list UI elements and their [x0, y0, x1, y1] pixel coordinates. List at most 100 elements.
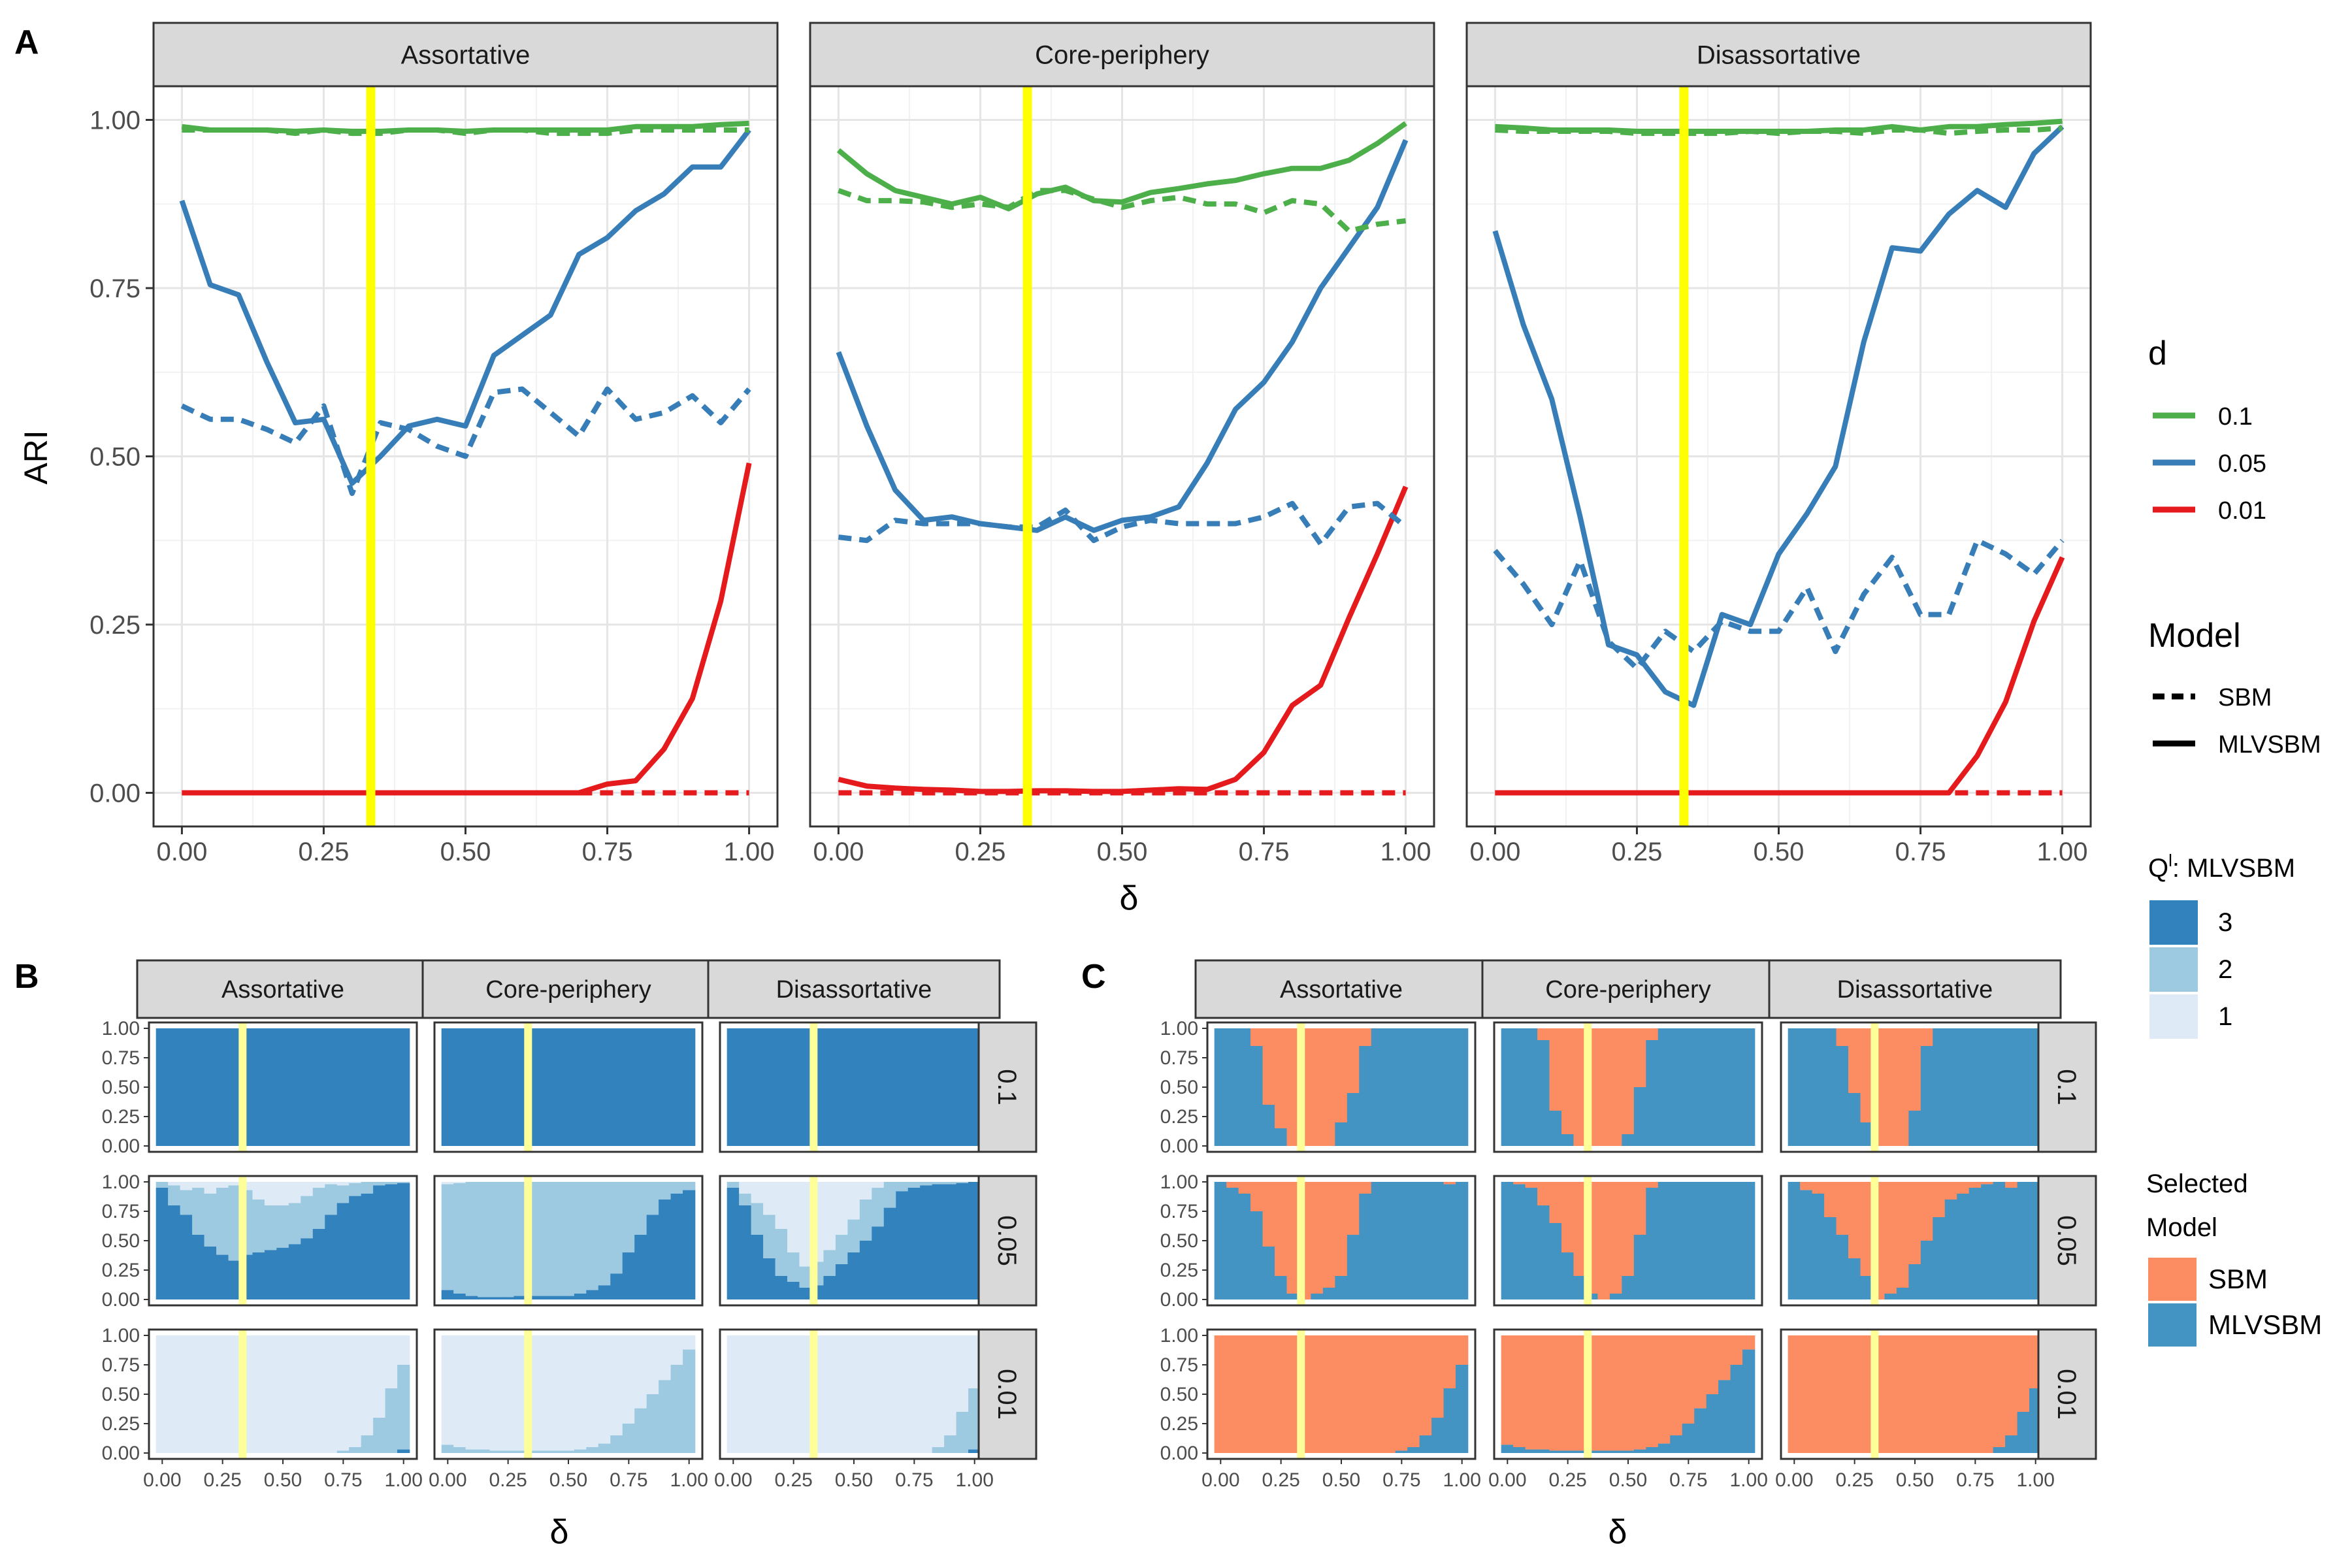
bar-sbm-core-periphery-d005	[1549, 1182, 1562, 1223]
bar-sbm-core-periphery-d001	[1597, 1335, 1610, 1451]
legend-selected-label-mlvsbm: MLVSBM	[2208, 1309, 2322, 1340]
bar-mlvsbm-assortative-d005	[1383, 1182, 1396, 1299]
bar-q3-disassortative-d005	[787, 1282, 800, 1299]
bar-q3-assortative-d01	[361, 1028, 374, 1146]
bar-q3-core-periphery-d01	[489, 1028, 502, 1146]
bar-q1-assortative-d001	[312, 1335, 326, 1453]
b-x-tick-label: 0.25	[203, 1469, 241, 1491]
bar-q1-assortative-d005	[192, 1182, 205, 1188]
bar-mlvsbm-core-periphery-d005	[1573, 1276, 1586, 1299]
series-line-core-periphery-d01-sbm	[838, 188, 1407, 234]
bar-mlvsbm-core-periphery-d01	[1706, 1028, 1719, 1146]
bar-q2-assortative-d005	[216, 1188, 229, 1255]
bar-mlvsbm-core-periphery-d005	[1730, 1182, 1743, 1299]
bar-mlvsbm-assortative-d01	[1431, 1028, 1445, 1146]
c-x-tick-label: 0.00	[1201, 1469, 1239, 1491]
bar-mlvsbm-core-periphery-d005	[1706, 1182, 1719, 1299]
bar-mlvsbm-core-periphery-d001	[1670, 1435, 1683, 1453]
bar-q3-assortative-d01	[373, 1028, 386, 1146]
bar-mlvsbm-disassortative-d005	[1884, 1294, 1897, 1299]
bar-q1-disassortative-d001	[751, 1335, 764, 1453]
bar-q3-core-periphery-d01	[514, 1028, 527, 1146]
bar-mlvsbm-assortative-d001	[1419, 1435, 1432, 1453]
bar-sbm-core-periphery-d005	[1597, 1182, 1610, 1299]
y-tick-label: 0.25	[90, 611, 140, 640]
chart-a-y-label: ARI	[18, 430, 54, 484]
bar-q2-core-periphery-d001	[489, 1450, 502, 1453]
bar-q3-disassortative-d01	[872, 1028, 885, 1146]
bar-mlvsbm-disassortative-d01	[1933, 1028, 1946, 1146]
bar-mlvsbm-core-periphery-d01	[1646, 1040, 1659, 1146]
c-y-tick-label: 0.25	[1160, 1260, 1198, 1281]
facet-strip-assortative	[152, 22, 779, 88]
x-tick-label: 0.75	[1239, 838, 1290, 866]
bar-q3-core-periphery-d01	[646, 1028, 659, 1146]
x-tick-label: 0.25	[299, 838, 350, 866]
bar-q1-assortative-d001	[228, 1335, 241, 1453]
bar-sbm-core-periphery-d005	[1513, 1182, 1526, 1184]
bar-sbm-disassortative-d005	[1981, 1182, 1994, 1184]
bar-q3-assortative-d005	[336, 1203, 350, 1299]
legend-selected-title-2: Model	[2146, 1213, 2217, 1242]
bar-q2-core-periphery-d001	[562, 1450, 575, 1453]
bar-sbm-disassortative-d01	[1896, 1028, 1910, 1146]
legend-d-label-0.1: 0.1	[2218, 403, 2253, 431]
bar-q1-disassortative-d005	[763, 1182, 776, 1215]
bar-sbm-disassortative-d001	[1944, 1335, 1958, 1453]
b-x-tick-label: 1.00	[670, 1469, 708, 1491]
bar-q1-assortative-d001	[288, 1335, 302, 1453]
c-y-tick-label: 0.00	[1160, 1443, 1198, 1464]
x-tick-label: 0.00	[1469, 838, 1520, 866]
bar-q1-assortative-d001	[168, 1335, 181, 1453]
bar-sbm-assortative-d001	[1238, 1335, 1251, 1453]
c-x-tick-label: 0.25	[1262, 1469, 1299, 1491]
b-row-label-d01: 0.1	[992, 1069, 1021, 1105]
bar-q3-assortative-d01	[397, 1028, 410, 1146]
bar-q2-disassortative-d001	[944, 1435, 957, 1453]
x-tick-label: 0.50	[1754, 838, 1805, 866]
bar-sbm-disassortative-d01	[1836, 1028, 1849, 1046]
bar-sbm-assortative-d001	[1322, 1335, 1336, 1453]
legend-selected-swatch-sbm	[2148, 1258, 2197, 1301]
bar-sbm-disassortative-d001	[1860, 1335, 1873, 1453]
bar-mlvsbm-assortative-d005	[1226, 1188, 1239, 1299]
bar-q1-core-periphery-d005	[453, 1182, 466, 1183]
bar-q2-assortative-d005	[192, 1188, 205, 1235]
bar-mlvsbm-core-periphery-d005	[1501, 1182, 1514, 1299]
c-y-tick-label: 0.50	[1160, 1077, 1198, 1098]
b-row-label-d001: 0.01	[992, 1369, 1021, 1420]
bar-sbm-assortative-d005	[1262, 1182, 1275, 1247]
bar-q3-core-periphery-d005	[502, 1297, 515, 1299]
bar-mlvsbm-disassortative-d005	[1968, 1188, 1982, 1299]
bar-q3-disassortative-d01	[896, 1028, 909, 1146]
bar-mlvsbm-assortative-d001	[1395, 1450, 1408, 1453]
bar-q3-assortative-d005	[264, 1250, 278, 1299]
bar-q2-disassortative-d005	[835, 1235, 849, 1264]
x-tick-label: 1.00	[2037, 838, 2088, 866]
bar-q2-core-periphery-d001	[659, 1380, 672, 1453]
bar-mlvsbm-core-periphery-d001	[1525, 1449, 1538, 1453]
c-x-tick-label: 0.25	[1548, 1469, 1586, 1491]
bar-q2-assortative-d001	[373, 1418, 386, 1453]
bar-sbm-assortative-d005	[1335, 1182, 1348, 1276]
bar-q3-core-periphery-d005	[574, 1294, 587, 1299]
bar-q2-disassortative-d005	[920, 1182, 933, 1186]
c-facet-title-disassortative: Disassortative	[1837, 976, 1993, 1004]
bar-q1-core-periphery-d001	[538, 1335, 551, 1451]
series-line-disassortative-d001-mlvsbm	[1495, 556, 2065, 796]
bar-q3-core-periphery-d01	[659, 1028, 672, 1146]
panel-label-c: C	[1081, 958, 1106, 996]
bar-mlvsbm-disassortative-d005	[1920, 1241, 1934, 1299]
bar-q2-core-periphery-d001	[622, 1424, 635, 1453]
bar-mlvsbm-assortative-d001	[1456, 1365, 1469, 1453]
bar-q3-core-periphery-d01	[622, 1028, 635, 1146]
c-row-strip-d001	[2037, 1328, 2097, 1460]
bar-q2-assortative-d005	[180, 1190, 193, 1215]
c-facet-title-assortative: Assortative	[1280, 976, 1403, 1004]
bar-q1-core-periphery-d001	[598, 1335, 612, 1444]
bar-sbm-disassortative-d001	[1908, 1335, 1921, 1453]
b-y-tick-label: 0.00	[102, 1135, 140, 1157]
facet-title-assortative: Assortative	[401, 41, 531, 70]
bar-q2-assortative-d005	[361, 1182, 374, 1194]
